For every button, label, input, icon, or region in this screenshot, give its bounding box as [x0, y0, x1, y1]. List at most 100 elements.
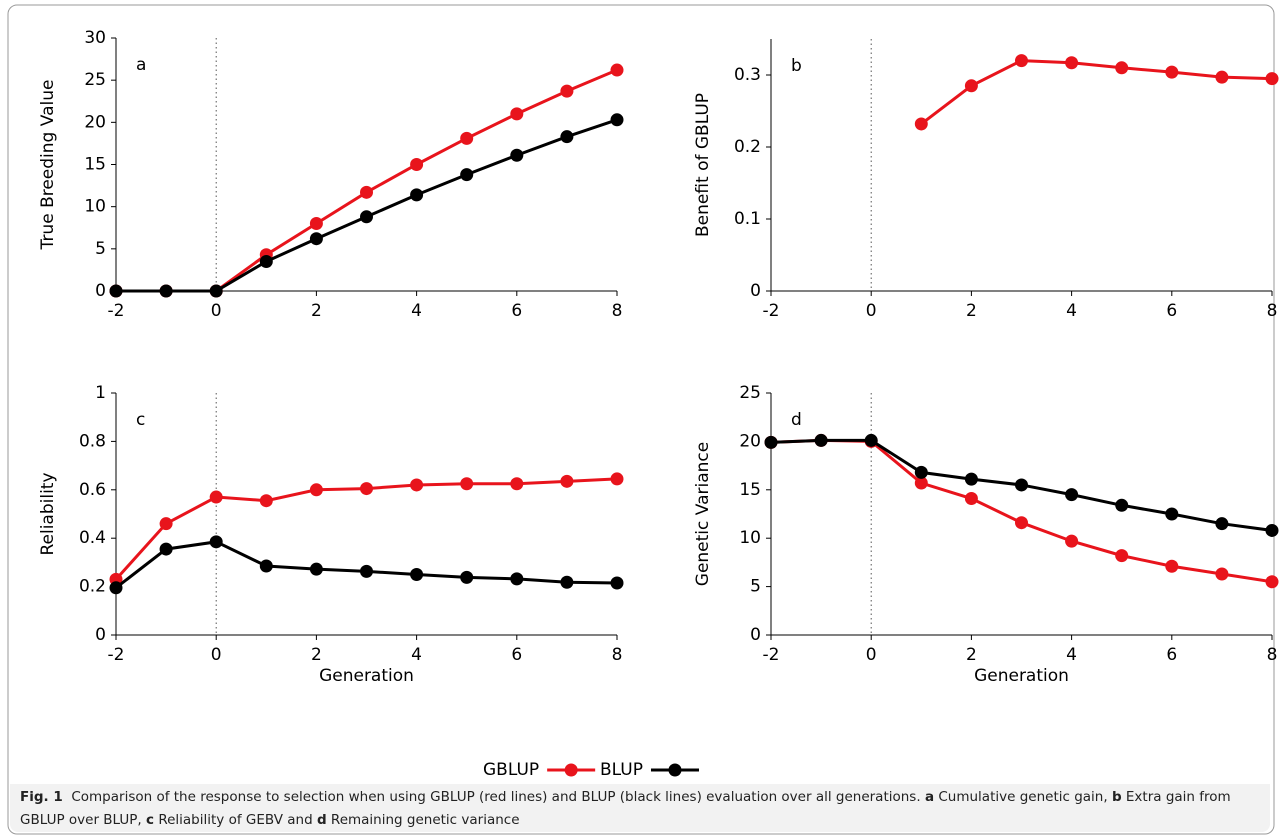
caption: Fig. 1 Comparison of the response to sel…: [10, 784, 1270, 832]
caption-label: Fig. 1: [20, 789, 63, 805]
y-axis-label: Reliability: [38, 472, 58, 555]
x-tick-label: -2: [108, 301, 125, 321]
data-point: [964, 492, 978, 506]
y-tick-label: 0.8: [79, 431, 106, 451]
data-point: [1065, 56, 1079, 70]
x-tick-label: 0: [211, 645, 222, 665]
x-tick-label: 4: [1066, 301, 1077, 321]
y-tick-label: 10: [739, 528, 761, 548]
data-point: [109, 581, 123, 595]
x-tick-label: 6: [511, 645, 522, 665]
data-point: [159, 284, 173, 298]
x-tick-label: -2: [763, 645, 780, 665]
caption-key: a: [924, 789, 935, 805]
data-point: [560, 84, 574, 98]
data-point: [259, 494, 273, 508]
data-point: [360, 482, 373, 496]
x-tick-label: 8: [612, 301, 623, 321]
data-point: [964, 472, 978, 486]
y-tick-label: 30: [84, 28, 106, 48]
data-point: [309, 483, 323, 497]
data-point: [764, 435, 778, 449]
x-tick-label: 8: [1267, 301, 1278, 321]
panel-letter: b: [791, 56, 802, 76]
data-point: [510, 572, 524, 586]
y-tick-label: 5: [95, 239, 106, 259]
data-point: [1065, 488, 1079, 502]
data-point: [1165, 65, 1179, 79]
y-tick-label: 0.4: [79, 528, 106, 548]
series-line: [116, 68, 618, 293]
data-point: [1015, 54, 1028, 68]
y-tick-label: 25: [84, 70, 106, 90]
y-tick-label: 15: [739, 480, 761, 500]
caption-segment: Cumulative genetic gain,: [938, 789, 1108, 805]
data-point: [259, 559, 273, 573]
data-point: [510, 148, 524, 162]
data-point: [1215, 567, 1229, 581]
figure-frame: [7, 4, 1275, 835]
data-point: [109, 284, 123, 298]
x-tick-label: 2: [311, 645, 322, 665]
series-line: [920, 59, 1273, 126]
data-point: [1115, 498, 1129, 512]
data-point: [1265, 575, 1279, 589]
data-point: [410, 478, 424, 492]
data-point: [560, 474, 574, 488]
data-point: [460, 131, 474, 145]
data-point: [159, 517, 173, 531]
x-tick-label: -2: [763, 301, 780, 321]
data-point: [159, 542, 173, 556]
caption-key: d: [316, 812, 327, 828]
data-point: [914, 465, 928, 479]
data-point: [209, 490, 223, 504]
y-tick-label: 0: [750, 625, 761, 645]
data-point: [460, 477, 474, 491]
x-tick-label: -2: [108, 645, 125, 665]
y-tick-label: 0: [95, 281, 106, 301]
series-line: [115, 540, 618, 589]
caption-segment: Reliability of GEBV and: [158, 812, 313, 828]
legend-marker: [668, 763, 682, 777]
data-point: [460, 168, 474, 182]
panel-letter: d: [791, 410, 802, 430]
data-point: [560, 575, 574, 589]
data-point: [360, 185, 373, 199]
y-tick-label: 15: [84, 155, 106, 175]
x-tick-label: 4: [411, 645, 422, 665]
data-point: [1215, 70, 1229, 84]
y-tick-label: 0.6: [79, 480, 106, 500]
x-tick-label: 2: [966, 301, 977, 321]
data-point: [209, 284, 223, 298]
legend-label: BLUP: [600, 760, 643, 780]
x-tick-label: 0: [211, 301, 222, 321]
data-point: [309, 217, 323, 231]
data-point: [1065, 534, 1079, 548]
caption-segment: Remaining genetic variance: [330, 812, 520, 828]
data-point: [1165, 507, 1179, 521]
y-tick-label: 0.3: [734, 65, 761, 85]
data-point: [410, 568, 424, 581]
caption-text: Comparison of the response to selection …: [20, 789, 1231, 828]
data-point: [1115, 549, 1129, 563]
caption-segment: Comparison of the response to selection …: [71, 789, 921, 805]
data-point: [964, 79, 978, 93]
caption-key: b: [1111, 789, 1122, 805]
data-point: [410, 158, 424, 171]
data-point: [360, 210, 373, 224]
data-point: [209, 535, 223, 549]
data-point: [610, 113, 624, 127]
y-tick-label: 25: [739, 383, 761, 403]
data-point: [1015, 516, 1028, 530]
x-tick-label: 2: [966, 645, 977, 665]
data-point: [914, 476, 928, 490]
legend-label: GBLUP: [483, 760, 539, 780]
caption-segment: Extra gain from GBLUP over BLUP,: [20, 789, 1231, 828]
x-axis-label: Generation: [974, 666, 1069, 686]
data-point: [1015, 478, 1028, 492]
y-tick-label: 0: [95, 625, 106, 645]
x-tick-label: 2: [311, 301, 322, 321]
data-point: [864, 433, 878, 447]
